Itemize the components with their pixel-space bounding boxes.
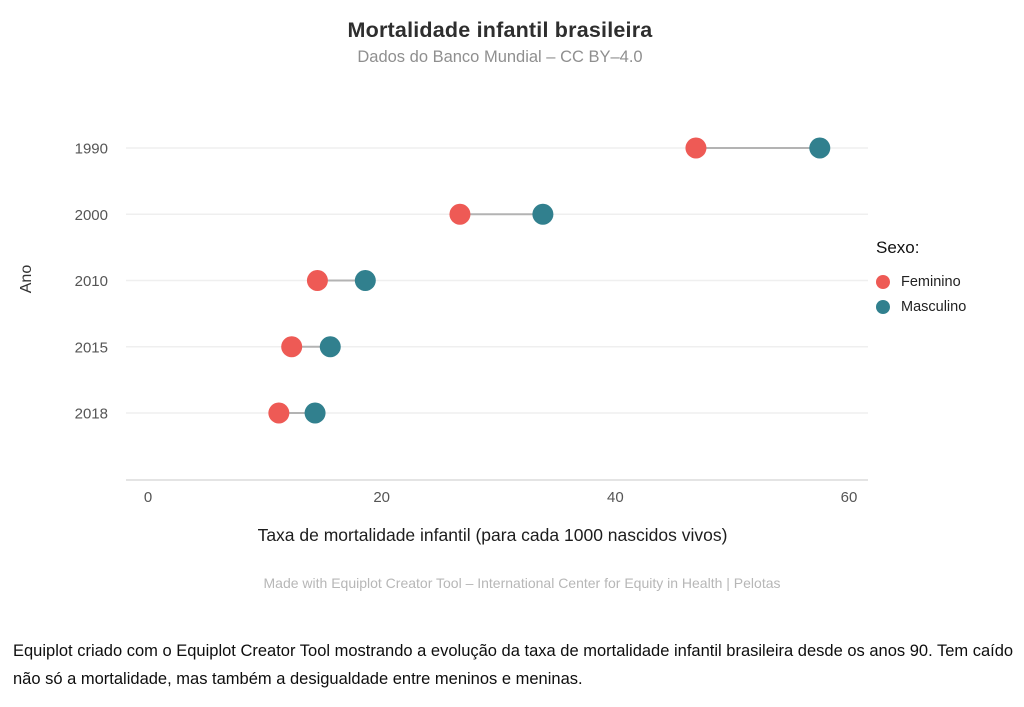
footer-description: Equiplot criado com o Equiplot Creator T… (13, 642, 1014, 688)
y-tick-label-2018: 2018 (75, 406, 108, 423)
dot-feminino-2015 (281, 336, 303, 358)
legend-label-masculino: Masculino (901, 299, 967, 315)
y-axis-title: Ano (18, 264, 35, 294)
dot-masculino-2010 (354, 270, 376, 291)
legend-title: Sexo: (876, 238, 920, 257)
y-tick-label-2000: 2000 (75, 207, 108, 224)
legend: Sexo: Feminino Masculino (876, 238, 1024, 324)
chart-caption: Made with Equiplot Creator Tool – Intern… (263, 575, 781, 591)
legend-item-feminino: Feminino (876, 274, 1024, 290)
legend-label-feminino: Feminino (901, 274, 961, 290)
y-tick-label-2015: 2015 (75, 339, 108, 356)
dot-masculino-2018 (304, 402, 326, 424)
chart-title: Mortalidade infantil brasileira (347, 18, 653, 42)
x-tick-label-60: 60 (841, 489, 858, 506)
feminino-dot-icon (876, 275, 890, 289)
dot-masculino-2000 (532, 203, 554, 225)
dot-feminino-2000 (449, 203, 471, 225)
plot-area: 1990 2000 2010 2015 2018 0 20 40 60 (75, 137, 868, 506)
dot-feminino-2010 (306, 270, 328, 291)
chart-subtitle: Dados do Banco Mundial – CC BY–4.0 (357, 48, 643, 66)
y-tick-label-2010: 2010 (75, 273, 108, 290)
dot-masculino-1990 (809, 137, 831, 159)
y-tick-label-1990: 1990 (75, 141, 108, 158)
x-axis-title: Taxa de mortalidade infantil (para cada … (257, 525, 728, 545)
x-tick-label-0: 0 (144, 489, 152, 506)
masculino-dot-icon (876, 300, 890, 314)
dot-feminino-1990 (685, 137, 707, 159)
x-tick-label-20: 20 (373, 489, 390, 506)
dot-masculino-2015 (319, 336, 341, 358)
legend-item-masculino: Masculino (876, 299, 1024, 315)
dot-feminino-2018 (268, 402, 290, 424)
x-tick-label-40: 40 (607, 489, 624, 506)
